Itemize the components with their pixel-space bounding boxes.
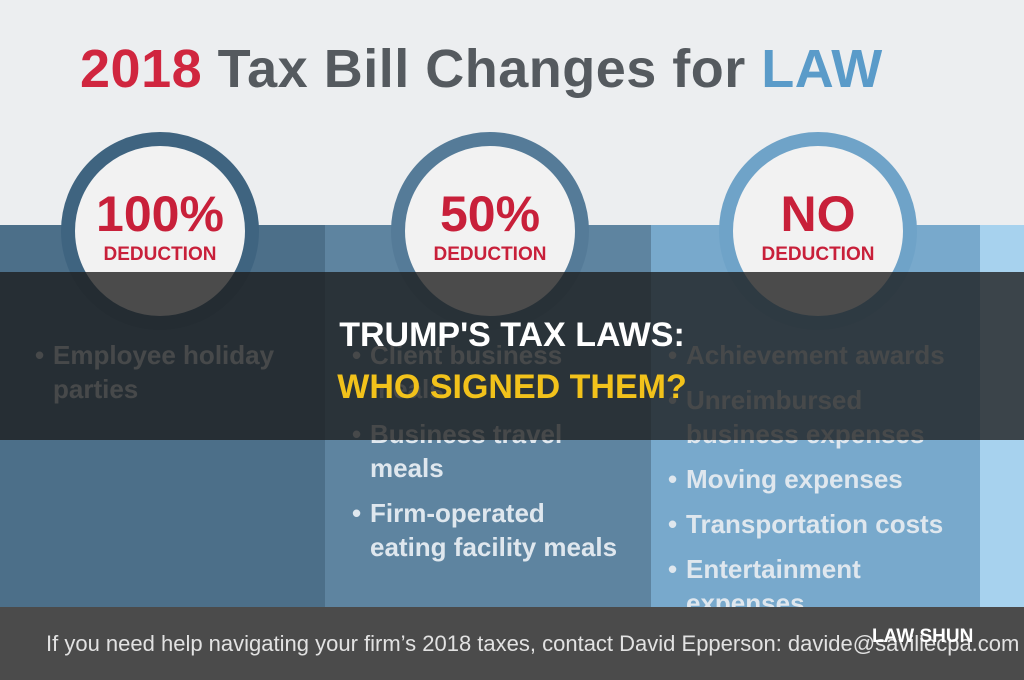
deduction-label: DEDUCTION <box>761 244 875 265</box>
watermark: LAW SHUN <box>872 626 974 647</box>
footer: If you need help navigating your firm’s … <box>0 607 1024 680</box>
deduction-value: 50% <box>439 186 541 242</box>
item: Moving expenses <box>668 462 958 496</box>
item: Firm-operated eating facility meals <box>352 496 622 564</box>
title-highlight: LAW <box>761 39 883 99</box>
item: Transportation costs <box>668 507 958 541</box>
overlay-line1: TRUMP'S TAX LAWS: <box>339 316 685 354</box>
overlay-banner: TRUMP'S TAX LAWS: WHO SIGNED THEM? <box>0 272 1024 440</box>
footer-text: If you need help navigating your firm’s … <box>46 631 1024 656</box>
title: 2018 Tax Bill Changes for LAW <box>80 38 883 100</box>
deduction-value: 100% <box>96 186 224 242</box>
deduction-value: NO <box>780 186 856 242</box>
overlay-line2: WHO SIGNED THEM? <box>337 368 687 406</box>
title-middle: Tax Bill Changes for <box>217 39 746 99</box>
deduction-label: DEDUCTION <box>103 244 217 265</box>
title-year: 2018 <box>80 39 203 99</box>
deduction-label: DEDUCTION <box>433 244 547 265</box>
